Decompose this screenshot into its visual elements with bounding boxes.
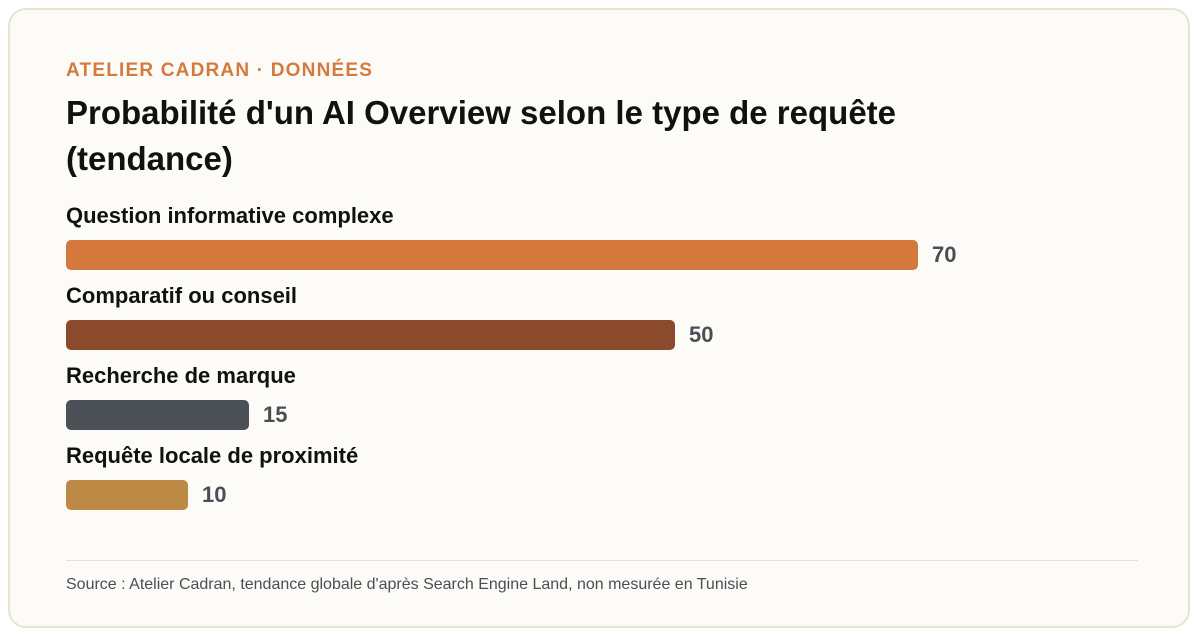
bar-value-label: 50 bbox=[689, 322, 714, 347]
bar-chart: Question informative complexe 70 Comparati… bbox=[66, 202, 1146, 532]
bar-value-label: 10 bbox=[202, 482, 227, 507]
footer-divider bbox=[66, 560, 1138, 561]
chart-card: ATELIER CADRAN · DONNÉES Probabilité d'u… bbox=[8, 8, 1190, 628]
eyebrow-label: ATELIER CADRAN · DONNÉES bbox=[66, 60, 374, 81]
bar bbox=[66, 480, 188, 510]
bar-row: Comparatif ou conseil 50 bbox=[66, 282, 1146, 362]
bar bbox=[66, 320, 675, 350]
bar-value-label: 70 bbox=[932, 242, 957, 267]
bar-value-label: 15 bbox=[263, 402, 288, 427]
bar-row: Question informative complexe 70 bbox=[66, 202, 1146, 282]
bar-category-label: Requête locale de proximité bbox=[66, 443, 359, 468]
bar-category-label: Comparatif ou conseil bbox=[66, 283, 298, 308]
bar bbox=[66, 240, 918, 270]
bar-category-label: Question informative complexe bbox=[66, 203, 394, 228]
bar-row: Requête locale de proximité 10 bbox=[66, 442, 1146, 522]
bar bbox=[66, 400, 249, 430]
chart-title: Probabilité d'un AI Overview selon le ty… bbox=[66, 94, 897, 177]
source-note: Source : Atelier Cadran, tendance global… bbox=[66, 576, 748, 593]
bar-category-label: Recherche de marque bbox=[66, 363, 296, 388]
bar-row: Recherche de marque 15 bbox=[66, 362, 1146, 442]
